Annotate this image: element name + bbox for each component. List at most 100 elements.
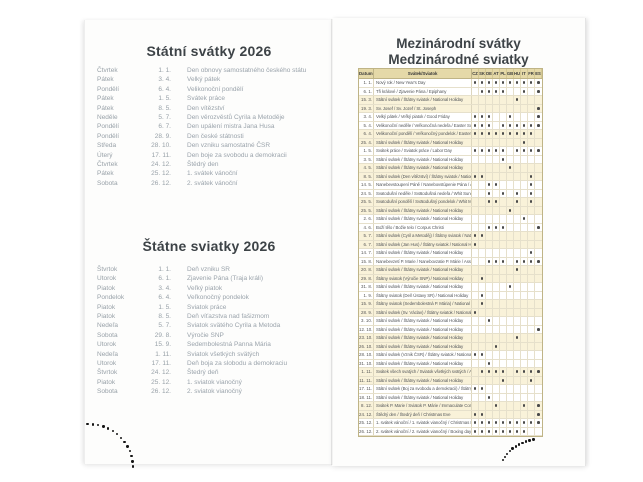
- mark-cell-cz: [472, 317, 479, 325]
- mark-cell-pl: [500, 385, 507, 393]
- mark-cell-cz: [472, 206, 479, 214]
- mark-cell-at: [493, 410, 500, 418]
- cell-date: 2. 6.: [359, 215, 374, 223]
- mark-cell-pl: [500, 257, 507, 265]
- left-page: Státní svátky 2026 Čtvrtek 1. 1. Den obnov…: [84, 20, 333, 464]
- holiday-day: Utorok: [97, 275, 117, 283]
- mark-cell-fr: [528, 342, 535, 350]
- holiday-dot: [522, 370, 526, 374]
- cell-holiday-name: Svátek práce / Sviatok práce / Labor Day: [374, 147, 472, 155]
- holiday-day: Utorok: [97, 359, 117, 367]
- mark-cell-it: [521, 274, 528, 282]
- mark-cell-sk: [479, 232, 486, 240]
- mark-cell-sk: [479, 427, 486, 435]
- cell-date: 1. 11.: [359, 368, 374, 376]
- holiday-dot: [515, 191, 519, 195]
- mark-cell-hu: [514, 317, 521, 325]
- holiday-list-item: Pondelok 6. 4. Veľkonočný pondelok: [85, 293, 333, 302]
- holiday-date: 15. 9.: [154, 341, 171, 349]
- holiday-name: Den boje za svobodu a demokracii: [187, 151, 287, 159]
- holiday-list-item: Štvrtok 24. 12. Štedrý deň: [85, 368, 333, 377]
- mark-cell-fr: [528, 215, 535, 223]
- mark-cell-sk: [479, 155, 486, 163]
- table-row: 12. 10. Státní svátek / Štátny sviatok /…: [359, 325, 542, 334]
- holiday-day: Pondelok: [97, 294, 125, 302]
- mark-cell-gb: [507, 172, 514, 180]
- holiday-list-item: Pátek 1. 5. Svátek práce: [85, 94, 333, 103]
- table-row: 31. 8. Státní svátek / Štátny sviatok / …: [359, 283, 542, 292]
- country-column-header-pl: PL: [500, 69, 507, 78]
- holiday-list-item: Piatok 3. 4. Veľký piatok: [85, 284, 333, 293]
- holiday-dot: [480, 302, 484, 306]
- mark-cell-cz: [472, 325, 479, 333]
- mark-cell-gb: [507, 104, 514, 112]
- mark-cell-fr: [528, 155, 535, 163]
- holiday-date: 6. 4.: [158, 294, 171, 302]
- mark-cell-pl: [500, 130, 507, 138]
- holiday-dot: [529, 123, 533, 127]
- mark-cell-es: [535, 385, 542, 393]
- decor-dot: [528, 439, 531, 442]
- mark-cell-gb: [507, 164, 514, 172]
- holiday-dot: [487, 81, 491, 85]
- mark-cell-at: [493, 232, 500, 240]
- holiday-dot: [515, 268, 519, 272]
- holiday-list-item: Štvrtok 1. 1. Deň vzniku SR: [85, 265, 333, 274]
- holiday-name: Sviatok práce: [187, 303, 227, 311]
- holiday-dot: [529, 132, 533, 136]
- table-row: 26. 10. Státní svátek / Štátny sviatok /…: [359, 342, 542, 351]
- cell-date: 8. 12.: [361, 402, 374, 410]
- cell-date: 4. 6.: [359, 223, 374, 231]
- mark-cell-fr: [528, 325, 535, 333]
- mark-cell-pl: [500, 325, 507, 333]
- cell-date: 23. 10.: [359, 334, 374, 342]
- holiday-name: Veľkonočný pondelok: [187, 294, 249, 302]
- holiday-dot: [508, 429, 512, 433]
- holiday-dot: [515, 81, 519, 85]
- cell-holiday-name: Státní svátek / Štátny sviatok / Nationa…: [374, 359, 472, 367]
- cell-holiday-name: Nanebevstoupení Páně / Nanebovstúpenie P…: [374, 181, 472, 189]
- mark-cell-at: [493, 351, 500, 359]
- mark-cell-gb: [507, 351, 514, 359]
- mark-cell-cz: [472, 104, 479, 112]
- cell-date: 3. 10.: [361, 317, 374, 325]
- mark-cell-de: [486, 266, 493, 274]
- mark-cell-at: [493, 121, 500, 129]
- mark-cell-de: [486, 376, 493, 384]
- mark-cell-hu: [514, 291, 521, 299]
- table-row: 5. 4. Velikonoční neděle / Veľkonočná ne…: [359, 121, 542, 130]
- cell-holiday-name: Státní svátek (Vznik ČSR) / Štátny sviat…: [376, 351, 472, 359]
- table-row: 1. 5. Svátek práce / Sviatok práce / Lab…: [359, 147, 542, 156]
- holiday-dot: [473, 123, 477, 127]
- holiday-name: Zjavenie Pána (Traja králi): [187, 275, 263, 283]
- international-holidays-table: Datum Svátek/Sviatok CZ SK DE AT PL GB HU IT FR E…: [358, 68, 543, 437]
- holiday-name: Velikonoční pondělí: [187, 85, 244, 93]
- mark-cell-at: [493, 427, 500, 435]
- mark-cell-gb: [507, 113, 514, 121]
- mark-cell-cz: [472, 147, 479, 155]
- mark-cell-it: [521, 130, 528, 138]
- mark-cell-sk: [479, 342, 486, 350]
- mark-cell-it: [521, 181, 528, 189]
- holiday-dot: [501, 225, 505, 229]
- holiday-dot: [515, 200, 519, 204]
- country-column-header-sk: SK: [479, 69, 486, 78]
- mark-cell-pl: [500, 368, 507, 376]
- cell-date: 8. 5.: [359, 172, 374, 180]
- mark-cell-hu: [514, 147, 521, 155]
- holiday-day: Nedeľa: [97, 322, 119, 330]
- mark-cell-de: [486, 104, 493, 112]
- table-row: 3. 10. Státní svátek / Štátny sviatok / …: [359, 317, 542, 326]
- holiday-name: Výročie SNP: [187, 331, 224, 339]
- cell-date: 15. 8.: [361, 257, 374, 265]
- holiday-dot: [473, 387, 477, 391]
- mark-cell-de: [486, 138, 493, 146]
- cell-holiday-name: Státní svátek / Štátny sviatok / Nationa…: [374, 317, 472, 325]
- holiday-dot: [480, 81, 484, 85]
- holiday-dot: [522, 140, 526, 144]
- mark-cell-fr: [528, 172, 535, 180]
- holiday-list-item: Pátek 8. 5. Den vítězství: [85, 104, 333, 113]
- mark-cell-fr: [528, 240, 535, 248]
- holiday-dot: [494, 132, 498, 136]
- mark-cell-it: [521, 266, 528, 274]
